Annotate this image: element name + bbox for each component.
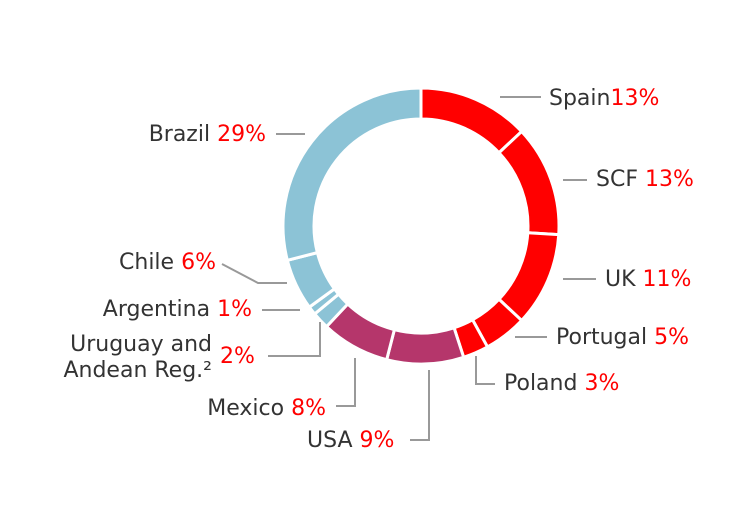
leader-poland — [475, 356, 495, 385]
pct-uruguay-andean: 2% — [220, 344, 255, 369]
label-usa: USA 9% — [307, 428, 395, 453]
label-poland: Poland 3% — [504, 371, 620, 396]
slice-brazil — [281, 86, 423, 263]
slice-usa — [384, 325, 466, 366]
leader-chile — [221, 263, 287, 284]
label-mexico: Mexico 8% — [207, 396, 326, 421]
label-scf: SCF 13% — [596, 167, 694, 192]
leader-uruguay — [268, 322, 321, 357]
label-uk: UK 11% — [605, 267, 692, 292]
label-argentina: Argentina 1% — [102, 297, 252, 322]
leader-usa — [410, 370, 430, 441]
leader-mexico — [336, 358, 356, 407]
label-uruguay-andean: Uruguay and Andean Reg.² — [63, 332, 212, 383]
label-spain: Spain13% — [549, 86, 660, 111]
slice-scf — [496, 129, 561, 237]
label-brazil: Brazil 29% — [148, 122, 266, 147]
label-chile: Chile 6% — [119, 250, 216, 275]
label-portugal: Portugal 5% — [556, 325, 690, 350]
